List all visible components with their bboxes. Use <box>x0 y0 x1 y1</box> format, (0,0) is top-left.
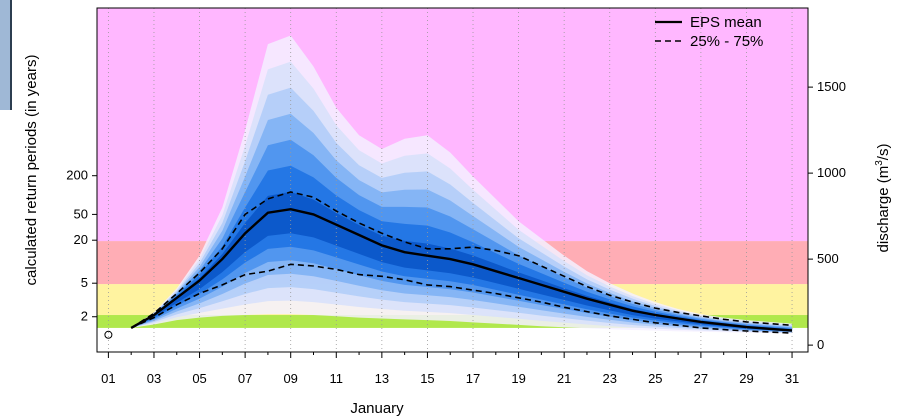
legend-label-mean: EPS mean <box>690 14 762 31</box>
legend: EPS mean 25% - 75% <box>655 14 763 50</box>
x-tick-label-07: 07 <box>238 371 252 386</box>
plot-frame <box>96 7 809 353</box>
x-tick-label-17: 17 <box>466 371 480 386</box>
observed-points <box>104 330 113 339</box>
x-tick-label-09: 09 <box>283 371 297 386</box>
left-axis-label: calculated return periods (in years) <box>23 55 40 286</box>
x-tick-label-23: 23 <box>603 371 617 386</box>
x-tick-label-21: 21 <box>557 371 571 386</box>
ensemble-shading <box>131 35 793 334</box>
x-tick-label-15: 15 <box>420 371 434 386</box>
observed-point-1 <box>104 330 113 339</box>
left-tick-label-200: 200 <box>66 168 88 183</box>
left-tick-label-20: 20 <box>74 232 88 247</box>
left-tick-label-2: 2 <box>81 309 88 324</box>
x-tick-label-05: 05 <box>192 371 206 386</box>
x-tick-label-31: 31 <box>785 371 799 386</box>
x-tick-label-13: 13 <box>375 371 389 386</box>
left-tick-label-5: 5 <box>81 275 88 290</box>
x-tick-label-27: 27 <box>694 371 708 386</box>
series-line-eps-mean <box>130 207 793 332</box>
right-axis-label: discharge (m3/s) <box>874 144 892 253</box>
x-tick-label-25: 25 <box>648 371 662 386</box>
left-axis-ticks: 2 5 20 50 200 <box>66 168 97 324</box>
series-line-quartile-upper <box>130 191 793 329</box>
right-axis-label-prefix: discharge (m <box>875 166 892 253</box>
corner-thumbnail <box>0 0 12 110</box>
right-tick-label-0: 0 <box>817 337 824 352</box>
right-axis-label-suffix: /s) <box>875 144 892 161</box>
grid-lines <box>107 8 793 352</box>
series-line-quartile-lower <box>130 263 793 334</box>
x-axis-label: January <box>350 400 404 417</box>
x-tick-label-19: 19 <box>511 371 525 386</box>
right-tick-label-1000: 1000 <box>817 165 846 180</box>
right-axis-label-superscript: 3 <box>874 160 885 166</box>
right-axis-ticks: 0 500 1000 1500 <box>808 79 846 352</box>
x-tick-label-29: 29 <box>739 371 753 386</box>
legend-label-quartiles: 25% - 75% <box>690 33 763 50</box>
right-tick-label-500: 500 <box>817 251 839 266</box>
x-tick-label-11: 11 <box>330 371 344 386</box>
series-lines <box>130 191 793 334</box>
x-tick-label-01: 01 <box>101 371 115 386</box>
right-tick-label-1500: 1500 <box>817 79 846 94</box>
x-axis-ticks: 01 03 05 07 09 11 13 15 17 19 21 23 25 27 29 31 <box>101 352 799 386</box>
x-tick-label-03: 03 <box>147 371 161 386</box>
left-tick-label-50: 50 <box>74 206 88 221</box>
